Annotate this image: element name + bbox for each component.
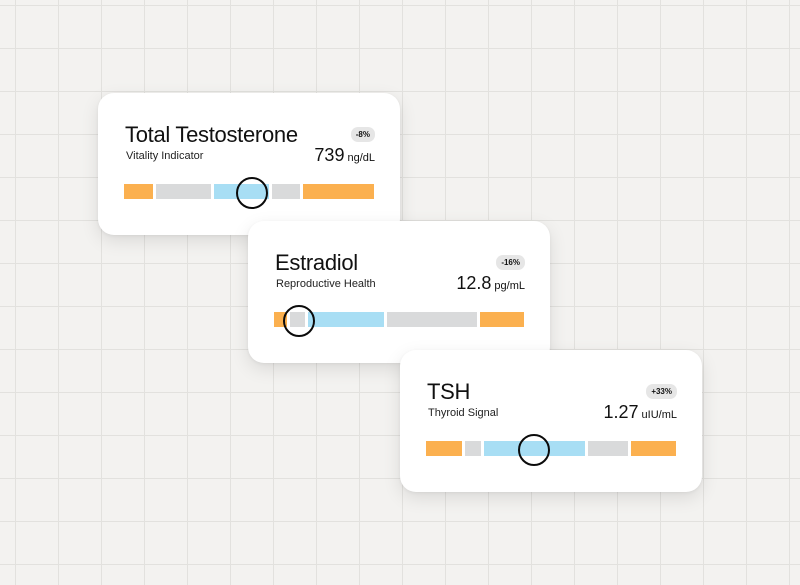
range-segment-borderline-high xyxy=(272,184,300,199)
range-segment-low xyxy=(426,441,462,456)
change-badge: +33% xyxy=(646,384,677,399)
biomarker-card-estradiol[interactable]: Estradiol Reproductive Health -16% 12.8 p… xyxy=(248,221,550,363)
range-segment-borderline-low xyxy=(465,441,481,456)
range-marker[interactable] xyxy=(235,177,268,209)
biomarker-value: 1.27 uIU/mL xyxy=(603,402,677,425)
range-marker[interactable] xyxy=(517,434,550,466)
biomarker-card-testosterone[interactable]: Total Testosterone Vitality Indicator -8… xyxy=(98,93,400,235)
biomarker-title: Total Testosterone xyxy=(125,122,298,147)
biomarker-title: Estradiol xyxy=(275,250,358,275)
range-segment-high xyxy=(631,441,676,456)
range-bar xyxy=(426,441,676,456)
range-segment-optimal xyxy=(308,312,385,327)
range-segment-low xyxy=(124,184,153,199)
value-unit: uIU/mL xyxy=(641,409,677,421)
range-segment-high xyxy=(303,184,374,199)
change-badge: -8% xyxy=(350,127,375,142)
range-marker[interactable] xyxy=(283,305,315,337)
range-segment-borderline-high xyxy=(387,312,478,327)
value-unit: pg/mL xyxy=(494,280,525,292)
change-badge: -16% xyxy=(496,255,525,270)
value-unit: ng/dL xyxy=(347,152,375,164)
value-number: 1.27 xyxy=(603,402,639,422)
range-segment-borderline-low xyxy=(156,184,211,199)
biomarker-card-tsh[interactable]: TSH Thyroid Signal +33% 1.27 uIU/mL xyxy=(400,350,702,492)
biomarker-title: TSH xyxy=(427,379,471,404)
biomarker-value: 739 ng/dL xyxy=(314,145,375,168)
biomarker-subtitle: Reproductive Health xyxy=(276,278,376,290)
value-number: 12.8 xyxy=(456,273,492,293)
range-segment-borderline-high xyxy=(588,441,628,456)
biomarker-subtitle: Thyroid Signal xyxy=(428,407,499,419)
biomarker-subtitle: Vitality Indicator xyxy=(126,150,204,162)
range-segment-high xyxy=(480,312,524,327)
biomarker-value: 12.8 pg/mL xyxy=(456,273,525,296)
value-number: 739 xyxy=(314,145,345,165)
